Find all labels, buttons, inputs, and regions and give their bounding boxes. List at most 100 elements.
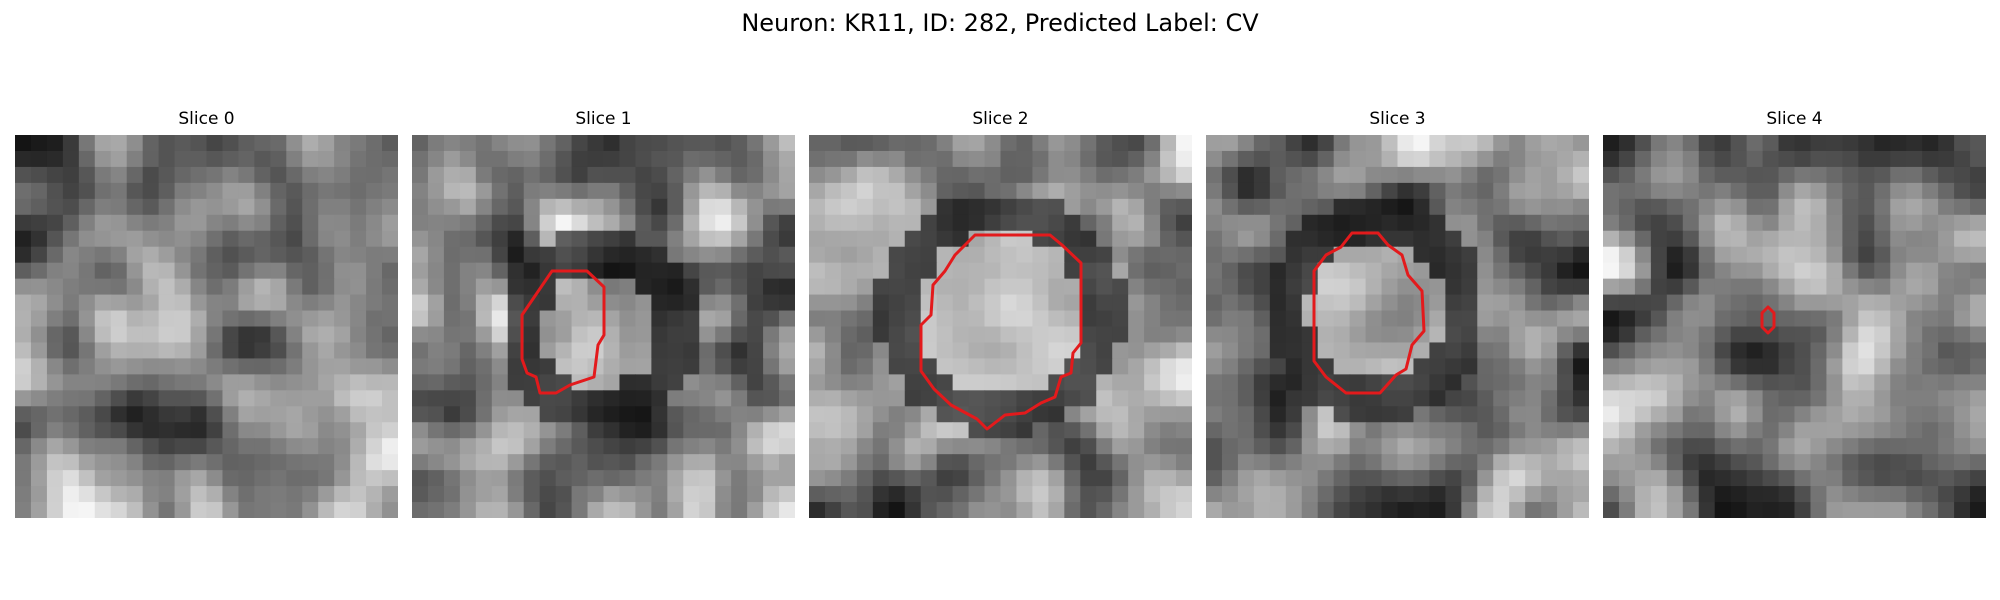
- pixel: [1970, 278, 1986, 296]
- pixel: [1906, 406, 1923, 423]
- pixel: [1618, 166, 1636, 184]
- pixel: [254, 438, 271, 455]
- pixel: [1698, 422, 1716, 439]
- pixel: [619, 422, 637, 439]
- pixel: [507, 150, 525, 168]
- slice-title-4: Slice 4: [1766, 109, 1823, 129]
- pixel: [824, 182, 842, 200]
- pixel: [1128, 246, 1145, 264]
- pixel: [62, 342, 80, 360]
- pixel: [1541, 310, 1558, 328]
- pixel: [142, 486, 160, 503]
- pixel: [1746, 182, 1764, 200]
- pixel: [1301, 342, 1319, 360]
- pixel: [1301, 246, 1319, 264]
- pixel: [1064, 294, 1081, 312]
- pixel: [1365, 166, 1383, 184]
- pixel: [1237, 166, 1255, 184]
- pixel: [78, 230, 96, 248]
- pixel: [475, 198, 493, 216]
- pixel: [667, 454, 684, 471]
- pixel: [856, 326, 874, 344]
- pixel: [1509, 454, 1526, 471]
- pixel: [1778, 470, 1796, 487]
- pixel: [1698, 166, 1716, 184]
- pixel: [651, 358, 668, 375]
- pixel: [1603, 374, 1620, 391]
- pixel: [667, 310, 684, 328]
- pixel: [888, 326, 906, 344]
- pixel: [968, 502, 986, 518]
- pixel: [904, 342, 922, 360]
- pixel: [1269, 422, 1287, 439]
- pixel: [747, 230, 764, 248]
- pixel: [1493, 374, 1510, 391]
- pixel: [491, 406, 509, 423]
- pixel: [1762, 374, 1780, 391]
- pixel: [427, 502, 445, 518]
- pixel: [334, 278, 351, 296]
- pixel: [1842, 310, 1859, 328]
- pixel: [952, 502, 970, 518]
- pixel: [366, 374, 383, 391]
- pixel: [840, 374, 858, 391]
- pixel: [1493, 310, 1510, 328]
- pixel: [1762, 198, 1780, 216]
- pixel: [888, 294, 906, 312]
- pixel: [1112, 326, 1129, 344]
- pixel: [523, 198, 541, 216]
- pixel: [1365, 422, 1383, 439]
- pixel: [158, 294, 176, 312]
- pixel: [1938, 135, 1955, 152]
- pixel: [587, 422, 605, 439]
- pixel: [1650, 422, 1668, 439]
- pixel: [1064, 374, 1081, 391]
- pixel: [840, 198, 858, 216]
- pixel: [1413, 182, 1431, 200]
- pixel: [1493, 135, 1510, 152]
- pixel: [1603, 294, 1620, 312]
- pixel: [1874, 326, 1891, 344]
- pixel: [1080, 438, 1097, 455]
- pixel: [968, 278, 986, 296]
- pixel: [1016, 486, 1034, 503]
- pixel: [174, 390, 192, 407]
- pixel: [366, 406, 383, 423]
- pixel: [603, 454, 621, 471]
- pixel: [1541, 342, 1558, 360]
- pixel: [1128, 422, 1145, 439]
- pixel: [318, 486, 335, 503]
- pixel: [459, 230, 477, 248]
- pixel: [968, 454, 986, 471]
- pixel: [1413, 406, 1431, 423]
- pixel: [872, 326, 890, 344]
- pixel: [683, 486, 700, 503]
- pixel: [984, 310, 1002, 328]
- pixel: [1445, 278, 1462, 296]
- pixel: [1525, 342, 1542, 360]
- pixel: [1096, 262, 1113, 280]
- pixel: [1954, 454, 1971, 471]
- pixel: [619, 358, 637, 375]
- pixel: [968, 310, 986, 328]
- pixel: [302, 374, 319, 391]
- pixel: [1176, 294, 1192, 312]
- pixel: [667, 358, 684, 375]
- pixel: [110, 310, 128, 328]
- pixel: [1890, 342, 1907, 360]
- pixel: [142, 150, 160, 168]
- pixel: [763, 470, 780, 487]
- pixel: [30, 374, 48, 391]
- pixel: [1906, 438, 1923, 455]
- pixel: [1144, 502, 1161, 518]
- pixel: [1794, 422, 1812, 439]
- pixel: [1858, 454, 1875, 471]
- pixel: [1253, 358, 1271, 375]
- pixel: [1461, 150, 1478, 168]
- pixel: [1285, 182, 1303, 200]
- pixel: [1493, 486, 1510, 503]
- pixel: [443, 406, 461, 423]
- pixel: [1618, 150, 1636, 168]
- pixel: [1874, 310, 1891, 328]
- pixel: [651, 438, 668, 455]
